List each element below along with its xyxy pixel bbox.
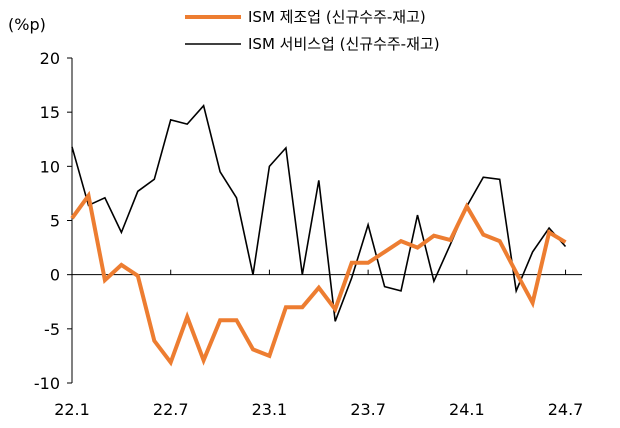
- y-tick-label: 15: [40, 103, 60, 122]
- series-line-manufacturing: [70, 190, 567, 367]
- y-axis: 20 15 10 5 0 -5 -10: [34, 49, 73, 393]
- x-tick-label: 24.1: [449, 400, 485, 419]
- series-layer: [70, 104, 567, 367]
- x-tick-label: 23.7: [350, 400, 386, 419]
- x-axis: 22.1 22.7 23.1 23.7 24.1 24.7: [54, 269, 584, 419]
- legend-label-services: ISM 서비스업 (신규수주-재고): [248, 35, 440, 53]
- y-tick-label: 10: [40, 157, 60, 176]
- y-tick-label: 5: [50, 212, 60, 231]
- x-tick-label: 23.1: [252, 400, 288, 419]
- x-tick-label: 22.7: [153, 400, 189, 419]
- y-tick-label: 20: [40, 49, 60, 68]
- y-tick-label: 0: [50, 266, 60, 285]
- y-tick-label: -10: [34, 374, 60, 393]
- series-line-services: [71, 104, 567, 322]
- x-tick-label: 24.7: [548, 400, 584, 419]
- x-tick-label: 22.1: [54, 400, 90, 419]
- y-axis-unit-label: (%p): [8, 15, 46, 34]
- y-tick-label: -5: [44, 320, 60, 339]
- legend-label-manufacturing: ISM 제조업 (신규수주-재고): [248, 8, 426, 26]
- legend: ISM 제조업 (신규수주-재고) ISM 서비스업 (신규수주-재고): [185, 8, 440, 53]
